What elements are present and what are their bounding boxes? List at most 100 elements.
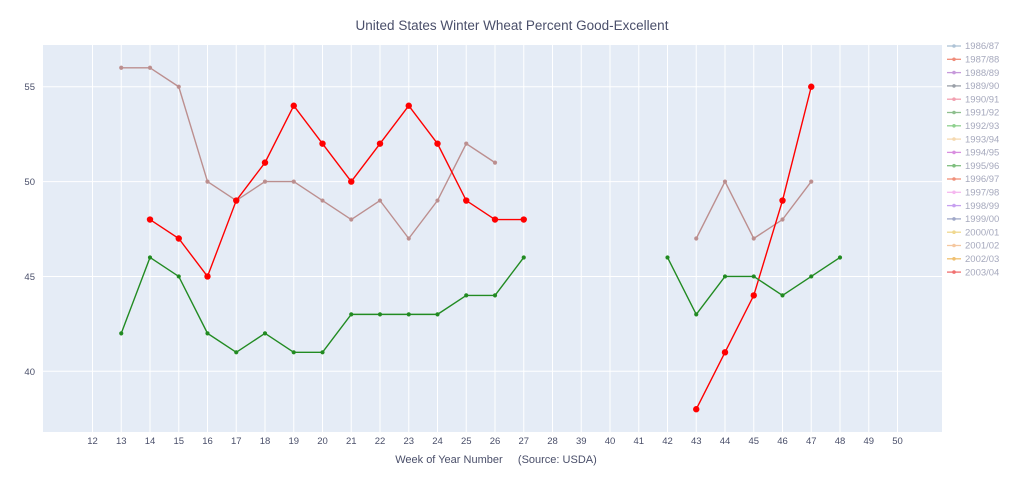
chart-title: United States Winter Wheat Percent Good-…: [356, 18, 669, 33]
data-point: [290, 102, 297, 109]
data-point: [435, 312, 440, 317]
legend-item[interactable]: 1992/93: [947, 121, 999, 132]
data-point: [406, 236, 411, 241]
series-1: [146, 83, 815, 413]
data-point: [809, 274, 814, 279]
x-tick-label: 46: [777, 436, 788, 447]
legend-item[interactable]: 1991/92: [947, 108, 999, 119]
legend-swatch-marker: [952, 70, 956, 75]
data-point: [291, 179, 296, 184]
legend-item[interactable]: 2000/01: [947, 227, 999, 238]
data-point: [119, 65, 124, 70]
data-point: [176, 274, 181, 279]
data-point: [434, 140, 441, 147]
legend-item[interactable]: 1986/87: [947, 41, 999, 52]
legend-label: 1991/92: [965, 108, 999, 119]
data-point: [405, 102, 412, 109]
x-tick-label: 24: [432, 436, 443, 447]
legend-item[interactable]: 1990/91: [947, 94, 999, 105]
data-point: [205, 179, 210, 184]
legend-label: 1989/90: [965, 81, 999, 92]
legend-swatch-marker: [952, 57, 956, 62]
x-axis: 12 13 14 15 16 17 18 19 20 21 22 23 24 25 26 27 28 39 40 41…: [87, 436, 903, 447]
data-point: [750, 292, 757, 299]
legend[interactable]: 1986/87 1987/88 1988/89 1989/90 1990/91 1991/…: [947, 41, 999, 278]
data-point: [348, 178, 355, 185]
series-2: [119, 255, 843, 355]
legend-label: 1987/88: [965, 55, 999, 66]
data-point: [320, 198, 325, 203]
legend-label: 1996/97: [965, 174, 999, 185]
legend-swatch-marker: [952, 203, 956, 208]
x-tick-label: 16: [202, 436, 213, 447]
x-tick-label: 23: [403, 436, 414, 447]
x-tick-label: 12: [87, 436, 98, 447]
x-tick-label: 27: [518, 436, 529, 447]
legend-item[interactable]: 2001/02: [947, 241, 999, 252]
legend-item[interactable]: 1988/89: [947, 68, 999, 79]
legend-item[interactable]: 2003/04: [947, 267, 999, 278]
data-point: [464, 141, 469, 146]
legend-label: 1986/87: [965, 41, 999, 52]
data-point: [176, 84, 181, 89]
data-point: [808, 83, 815, 90]
data-point: [377, 312, 383, 317]
legend-label: 1992/93: [965, 121, 999, 132]
y-tick-label: 45: [24, 272, 35, 283]
data-point: [751, 236, 756, 241]
series-layer: [119, 65, 843, 413]
data-point: [464, 293, 469, 298]
legend-item[interactable]: 1997/98: [947, 188, 999, 199]
x-tick-label: 19: [288, 436, 299, 447]
data-point: [520, 216, 527, 223]
data-point: [147, 255, 153, 260]
data-point: [809, 179, 814, 184]
data-point: [376, 140, 384, 147]
x-tick-label: 41: [633, 436, 644, 447]
legend-label: 1988/89: [965, 68, 999, 79]
legend-label: 2002/03: [965, 254, 999, 265]
x-tick-label: 48: [835, 436, 846, 447]
legend-swatch-marker: [952, 190, 956, 195]
x-tick-label: 44: [720, 436, 731, 447]
legend-label: 1994/95: [965, 148, 999, 159]
data-point: [377, 198, 383, 203]
x-axis-label: Week of Year Number (Source: USDA): [395, 454, 597, 466]
data-point: [665, 255, 670, 260]
x-tick-label: 28: [547, 436, 558, 447]
x-tick-label: 42: [662, 436, 673, 447]
y-axis: 40 45 50 55: [24, 82, 35, 378]
x-tick-label: 26: [490, 436, 501, 447]
legend-item[interactable]: 1998/99: [947, 201, 999, 212]
legend-swatch-marker: [952, 110, 956, 115]
data-point: [261, 159, 269, 166]
x-tick-label: 39: [576, 436, 587, 447]
x-tick-label: 22: [375, 436, 386, 447]
data-point: [146, 216, 154, 223]
data-point: [521, 255, 526, 260]
legend-item[interactable]: 1987/88: [947, 55, 999, 66]
x-tick-label: 13: [116, 436, 127, 447]
series-line: [149, 104, 524, 278]
data-point: [694, 312, 699, 317]
data-point: [349, 312, 354, 317]
legend-item[interactable]: 1993/94: [947, 134, 999, 145]
data-point: [492, 160, 498, 165]
legend-item[interactable]: 1994/95: [947, 148, 999, 159]
legend-label: 1998/99: [965, 201, 999, 212]
legend-swatch-marker: [952, 177, 956, 181]
x-tick-label: 25: [461, 436, 472, 447]
legend-label: 1990/91: [965, 94, 999, 105]
data-point: [262, 179, 268, 184]
legend-swatch-marker: [952, 84, 956, 88]
legend-item[interactable]: 1989/90: [947, 81, 999, 92]
legend-item[interactable]: 2002/03: [947, 254, 999, 265]
legend-item[interactable]: 1996/97: [947, 174, 999, 185]
x-tick-label: 15: [173, 436, 184, 447]
data-point: [463, 197, 470, 204]
x-tick-label: 14: [145, 436, 156, 447]
legend-item[interactable]: 1995/96: [947, 161, 999, 172]
legend-item[interactable]: 1999/00: [947, 214, 999, 225]
x-tick-label: 20: [317, 436, 328, 447]
